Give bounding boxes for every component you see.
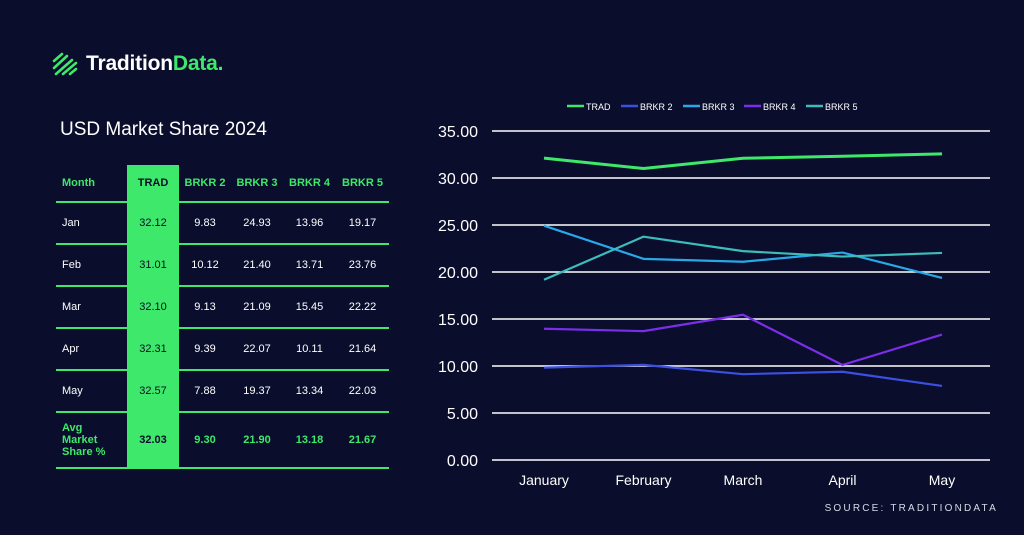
row-brkr2: 10.12 — [191, 259, 219, 271]
row-brkr5: 22.22 — [348, 301, 377, 313]
row-trad: 32.10 — [139, 301, 167, 313]
y-tick-label: 5.00 — [447, 406, 478, 423]
footer-label: Avg Market Share % — [62, 422, 106, 458]
legend-label: BRKR 4 — [763, 102, 796, 112]
x-tick-label: February — [615, 472, 671, 488]
y-tick-label: 15.00 — [438, 312, 478, 329]
row-month: May — [62, 385, 83, 397]
row-brkr2: 9.39 — [194, 343, 216, 355]
source-note: SOURCE: TRADITIONDATA — [824, 503, 998, 514]
brand-name-part2: Data. — [172, 52, 224, 75]
footer-brkr2: 9.30 — [194, 434, 216, 446]
header-brkr2: BRKR 2 — [184, 177, 226, 189]
y-tick-label: 0.00 — [447, 453, 478, 470]
row-brkr3: 22.07 — [243, 343, 271, 355]
row-brkr2: 7.88 — [194, 385, 216, 397]
row-brkr4: 13.71 — [295, 259, 324, 271]
header-brkr3: BRKR 3 — [236, 177, 278, 189]
brand-name: TraditionData. — [86, 52, 223, 76]
row-brkr3: 19.37 — [243, 385, 271, 397]
row-trad: 32.57 — [139, 385, 167, 397]
legend-label: TRAD — [586, 102, 611, 112]
legend-label: BRKR 2 — [640, 102, 673, 112]
row-brkr2: 9.13 — [194, 301, 216, 313]
series-line-brkr-2 — [543, 363, 943, 388]
row-brkr5: 22.03 — [348, 385, 377, 397]
row-trad: 32.31 — [139, 343, 167, 355]
x-tick-label: April — [828, 472, 856, 488]
trad-column-highlight — [127, 165, 179, 467]
row-brkr3: 21.09 — [243, 301, 271, 313]
table-row: May 32.57 7.88 19.37 13.34 22.03 — [56, 371, 389, 413]
legend-label: BRKR 5 — [825, 102, 858, 112]
row-brkr3: 24.93 — [243, 217, 271, 229]
row-month: Mar — [62, 301, 81, 313]
row-brkr5: 19.17 — [348, 217, 377, 229]
market-share-table: Month TRAD BRKR 2 BRKR 3 BRKR 4 BRKR 5 J… — [56, 165, 389, 469]
table-row: Jan 32.12 9.83 24.93 13.96 19.17 — [56, 203, 389, 245]
row-brkr5: 23.76 — [348, 259, 377, 271]
header-month: Month — [62, 177, 95, 189]
row-month: Apr — [62, 343, 80, 355]
table-title: USD Market Share 2024 — [60, 119, 267, 140]
header-trad: TRAD — [137, 177, 169, 189]
series-line-brkr-5 — [543, 235, 943, 281]
x-tick-label: January — [519, 472, 569, 488]
x-tick-label: May — [929, 472, 955, 488]
y-tick-label: 10.00 — [438, 359, 478, 376]
row-month: Jan — [62, 217, 80, 229]
x-tick-label: March — [724, 472, 763, 488]
y-tick-label: 35.00 — [438, 124, 478, 141]
table-row: Mar 32.10 9.13 21.09 15.45 22.22 — [56, 287, 389, 329]
row-brkr4: 10.11 — [296, 343, 323, 355]
legend-label: BRKR 3 — [702, 102, 735, 112]
header-brkr5: BRKR 5 — [342, 177, 383, 189]
footer-brkr5: 21.67 — [348, 434, 377, 446]
row-trad: 31.01 — [139, 259, 167, 271]
table-header-row: Month TRAD BRKR 2 BRKR 3 BRKR 4 BRKR 5 — [56, 165, 389, 203]
y-tick-label: 25.00 — [438, 218, 478, 235]
footer-trad: 32.03 — [139, 434, 167, 446]
row-month: Feb — [62, 259, 81, 271]
series-line-brkr-4 — [543, 313, 943, 367]
header-brkr4: BRKR 4 — [289, 177, 330, 189]
table-footer-row: Avg Market Share % 32.03 9.30 21.90 13.1… — [56, 413, 389, 469]
y-tick-label: 30.00 — [438, 171, 478, 188]
row-brkr4: 15.45 — [295, 301, 324, 313]
tradition-logo-icon — [52, 52, 78, 76]
brand-name-part1: Tradition — [86, 52, 173, 75]
row-brkr5: 21.64 — [348, 343, 377, 355]
row-brkr4: 13.96 — [295, 217, 324, 229]
row-brkr4: 13.34 — [295, 385, 324, 397]
brand-logo: TraditionData. — [52, 50, 223, 78]
footer-brkr4: 13.18 — [295, 434, 324, 446]
table-row: Feb 31.01 10.12 21.40 13.71 23.76 — [56, 245, 389, 287]
row-brkr2: 9.83 — [194, 217, 216, 229]
row-trad: 32.12 — [139, 217, 167, 229]
row-brkr3: 21.40 — [243, 259, 271, 271]
y-tick-label: 20.00 — [438, 265, 478, 282]
footer-brkr3: 21.90 — [243, 434, 271, 446]
table-row: Apr 32.31 9.39 22.07 10.11 21.64 — [56, 329, 389, 371]
series-line-trad — [543, 152, 943, 171]
